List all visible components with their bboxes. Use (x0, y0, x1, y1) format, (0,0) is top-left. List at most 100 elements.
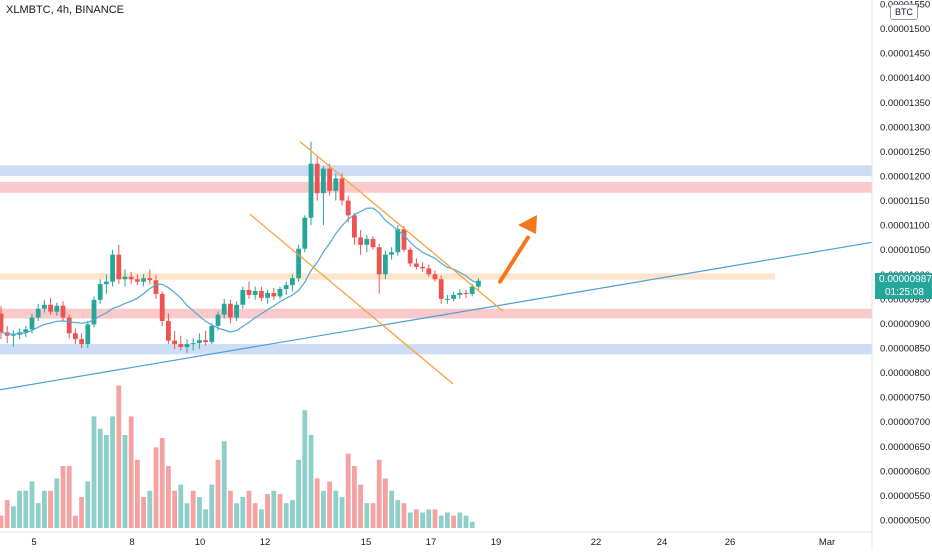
orange-zone (0, 273, 775, 280)
lower-blue-zone (0, 344, 872, 355)
time-tick-label: 15 (361, 537, 372, 548)
candle-body (184, 344, 190, 348)
volume-bar (321, 490, 326, 528)
volume-bar (54, 478, 60, 528)
candle-body (463, 292, 469, 294)
volume-bar (209, 484, 215, 528)
candle-body (85, 324, 91, 345)
candle-body (172, 340, 177, 345)
candle-body (395, 229, 401, 253)
volume-bar (228, 490, 233, 528)
volume-bar (104, 435, 109, 528)
candle-body (358, 237, 363, 245)
currency-badge[interactable]: BTC (890, 4, 918, 20)
candle-body (228, 303, 233, 318)
volume-bar (178, 484, 184, 528)
volume-bar (91, 416, 97, 528)
upper-red-zone (0, 181, 872, 193)
candle-body (302, 217, 308, 249)
candle-body (451, 294, 456, 299)
volume-bar (159, 438, 165, 528)
volume-bar (184, 503, 190, 528)
volume-bar (203, 509, 208, 528)
candle-body (407, 249, 413, 264)
volume-bar (135, 459, 140, 528)
volume-bar (277, 493, 283, 528)
price-tick-label: 0.00000800 (880, 368, 930, 379)
volume-bar (60, 466, 66, 528)
volume-bar (352, 466, 357, 528)
candle-body (296, 248, 301, 279)
breakout-arrow-head (518, 215, 537, 234)
candle-body (234, 304, 239, 318)
volume-bar (414, 509, 419, 528)
price-tick-label: 0.00000900 (880, 319, 930, 330)
candle-body (259, 290, 264, 298)
volume-bar (252, 503, 258, 528)
candle-body (79, 339, 84, 345)
price-tick-label: 0.00000600 (880, 466, 930, 477)
volume-bar (42, 490, 47, 528)
price-tick-label: 0.00000500 (880, 516, 930, 527)
bar-countdown-badge: 01:25:08 (875, 286, 932, 299)
candle-body (35, 308, 41, 318)
volume-bar (283, 503, 289, 528)
volume-bar (240, 497, 246, 528)
candle-body (23, 329, 29, 333)
candle-body (426, 268, 432, 275)
channel-lower-line (249, 213, 454, 385)
candle-body (290, 278, 295, 286)
candle-body (376, 247, 382, 275)
volume-bar (389, 490, 394, 528)
candle-body (166, 320, 171, 341)
volume-bar (401, 503, 407, 528)
volume-bar (271, 490, 277, 528)
candle-body (252, 290, 258, 295)
time-tick-label: 12 (260, 537, 271, 548)
volume-bar (246, 490, 252, 528)
lower-red-zone (0, 308, 872, 319)
candle-body (209, 325, 215, 343)
volume-bar (166, 466, 171, 528)
price-tick-label: 0.00000850 (880, 344, 930, 355)
volume-bar (0, 515, 4, 528)
price-tick-label: 0.00001450 (880, 49, 930, 60)
candle-body (91, 299, 97, 325)
candle-body (432, 274, 438, 280)
price-tick-label: 0.00001150 (880, 196, 930, 207)
price-tick-label: 0.00000700 (880, 417, 930, 428)
symbol-title: XLMBTC, 4h, BINANCE (6, 4, 124, 16)
volume-bar (128, 416, 134, 528)
volume-bar (345, 453, 351, 528)
price-tick-label: 0.00000650 (880, 442, 930, 453)
candle-body (339, 178, 345, 201)
candle-body (29, 317, 35, 330)
volume-bar (395, 500, 401, 528)
price-tick-label: 0.00001350 (880, 98, 930, 109)
candle-body (48, 304, 53, 312)
candle-body (141, 278, 146, 282)
candle-body (104, 281, 109, 285)
price-tick-label: 0.00001050 (880, 245, 930, 256)
candle-body (383, 254, 388, 275)
candle-body (414, 263, 419, 267)
volume-bar (122, 435, 128, 528)
volume-bar (364, 503, 370, 528)
candle-body (66, 317, 72, 334)
volume-bar (339, 497, 345, 528)
candle-body (215, 314, 221, 326)
candle-body (153, 280, 159, 294)
price-tick-label: 0.00001300 (880, 122, 930, 133)
volume-bar (66, 466, 72, 528)
volume-bar (308, 435, 314, 528)
volume-bar (327, 481, 332, 528)
volume-bar (48, 490, 53, 528)
price-tick-label: 0.00000950 (880, 294, 930, 305)
volume-bar (407, 512, 413, 528)
volume-bar (153, 447, 159, 528)
candle-body (122, 276, 128, 280)
volume-bar (314, 478, 320, 528)
price-tick-label: 0.00000550 (880, 491, 930, 502)
